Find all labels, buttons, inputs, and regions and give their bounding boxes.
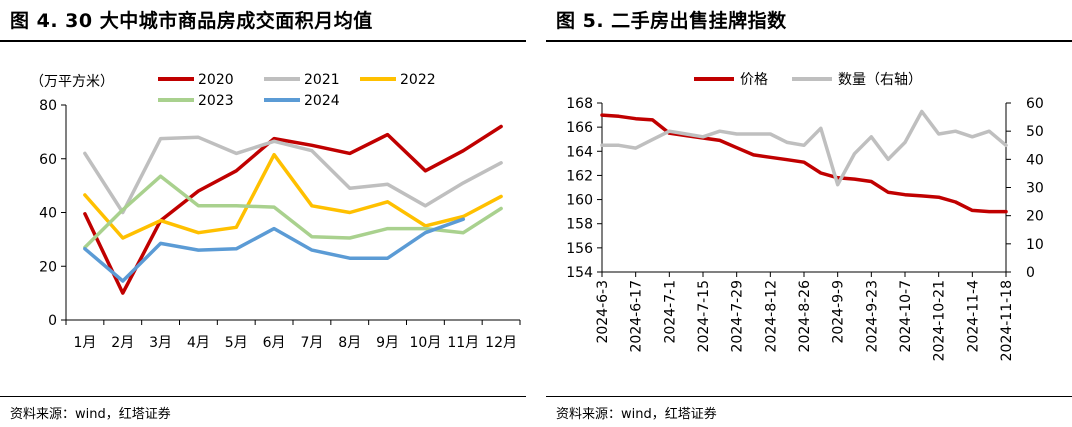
right-legend-label-volume: 数量（右轴） xyxy=(838,72,922,88)
right-source-note: 资料来源：wind，红塔证券 xyxy=(556,407,717,422)
right-series-line-volume xyxy=(600,109,1008,187)
left-line-chart: 0 20 40 60 80 1月 2月 3月 4月 5月 6月 7月 8月 9月 10月 11月 12月 （万平方… xyxy=(30,72,521,351)
right-y-left-tick-label: 164 xyxy=(566,144,593,160)
right-x-tick-label: 2024-8-12 xyxy=(763,280,779,352)
right-x-tick-label: 2024-9-23 xyxy=(864,280,880,352)
left-source-rule xyxy=(0,396,526,397)
right-y-right-tick-label: 30 xyxy=(1026,181,1044,197)
right-x-tick-label: 2024-7-1 xyxy=(662,280,678,344)
left-legend-label-2022: 2022 xyxy=(400,72,436,88)
right-y-left-tick-label: 162 xyxy=(566,168,593,184)
right-y-left-tick-label: 158 xyxy=(566,217,593,233)
left-x-tick-label: 10月 xyxy=(410,335,442,351)
right-legend-label-price: 价格 xyxy=(740,72,768,88)
left-legend-label-2023: 2023 xyxy=(198,93,234,109)
left-series-line-2021 xyxy=(83,135,503,215)
right-x-tick-label: 2024-11-18 xyxy=(999,280,1015,361)
right-x-tick-label: 2024-10-7 xyxy=(898,280,914,352)
right-y-right-tick-label: 60 xyxy=(1026,96,1044,112)
left-source-note: 资料来源：wind，红塔证券 xyxy=(10,407,171,422)
right-title-rule xyxy=(546,40,1072,42)
right-series-line-price xyxy=(600,113,1008,214)
left-x-tick-label: 4月 xyxy=(187,335,210,351)
right-y-left-tick-label: 154 xyxy=(566,265,593,281)
right-x-tick-label: 2024-10-21 xyxy=(932,280,948,361)
right-y-left-tick-label: 168 xyxy=(566,96,593,112)
left-x-tick-label: 8月 xyxy=(338,335,361,351)
left-y-tick-label: 60 xyxy=(39,152,57,168)
right-chart-panel: 图 5. 二手房出售挂牌指数 154 156 158 160 162 164 166 168 0… xyxy=(546,0,1072,427)
right-line-chart: 154 156 158 160 162 164 166 168 0 10 20 30 40 50 60 202… xyxy=(566,72,1044,361)
right-x-tick-label: 2024-9-9 xyxy=(831,280,847,344)
left-legend-label-2020: 2020 xyxy=(198,72,234,88)
left-x-tick-label: 12月 xyxy=(485,335,517,351)
right-y-right-tick-label: 50 xyxy=(1026,124,1044,140)
right-y-left-tick-label: 160 xyxy=(566,193,593,209)
left-title-rule xyxy=(0,40,526,42)
right-y-right-tick-label: 20 xyxy=(1026,209,1044,225)
right-x-tick-label: 2024-8-26 xyxy=(797,280,813,353)
right-y-right-tick-label: 0 xyxy=(1026,265,1035,281)
left-series-line-2023 xyxy=(83,174,503,250)
left-chart-title: 图 4. 30 大中城市商品房成交面积月均值 xyxy=(10,10,373,32)
left-x-tick-label: 5月 xyxy=(225,335,248,351)
right-x-tick-label: 2024-7-15 xyxy=(696,280,712,352)
left-chart-panel: 图 4. 30 大中城市商品房成交面积月均值 0 20 40 60 80 1月 2月 3月 4月… xyxy=(0,0,526,427)
left-y-tick-label: 0 xyxy=(48,313,57,329)
left-y-tick-label: 80 xyxy=(39,98,57,114)
left-x-tick-label: 9月 xyxy=(376,335,399,351)
left-unit-label: （万平方米） xyxy=(30,74,114,90)
right-y-right-tick-label: 40 xyxy=(1026,152,1044,168)
left-x-tick-label: 3月 xyxy=(149,335,172,351)
left-legend-label-2021: 2021 xyxy=(304,72,340,88)
right-x-tick-label: 2024-6-3 xyxy=(595,280,611,344)
right-chart-title: 图 5. 二手房出售挂牌指数 xyxy=(556,10,787,32)
left-legend-label-2024: 2024 xyxy=(304,93,340,109)
right-y-left-tick-label: 156 xyxy=(566,241,593,257)
left-x-tick-label: 2月 xyxy=(111,335,134,351)
right-x-tick-label: 2024-11-4 xyxy=(965,280,981,353)
right-x-tick-label: 2024-6-17 xyxy=(629,280,645,352)
left-series-line-2024 xyxy=(83,217,466,283)
right-y-right-tick-label: 10 xyxy=(1026,237,1044,253)
right-x-tick-label: 2024-7-29 xyxy=(730,280,746,352)
left-x-tick-label: 7月 xyxy=(300,335,323,351)
left-series-line-2022 xyxy=(83,152,503,240)
left-x-tick-label: 1月 xyxy=(73,335,96,351)
right-y-left-tick-label: 166 xyxy=(566,120,593,136)
left-x-tick-label: 6月 xyxy=(263,335,286,351)
right-source-rule xyxy=(546,396,1072,397)
left-y-tick-label: 40 xyxy=(39,206,57,222)
left-series-line-2020 xyxy=(83,124,503,295)
left-x-tick-label: 11月 xyxy=(447,335,479,351)
left-y-tick-label: 20 xyxy=(39,259,57,275)
